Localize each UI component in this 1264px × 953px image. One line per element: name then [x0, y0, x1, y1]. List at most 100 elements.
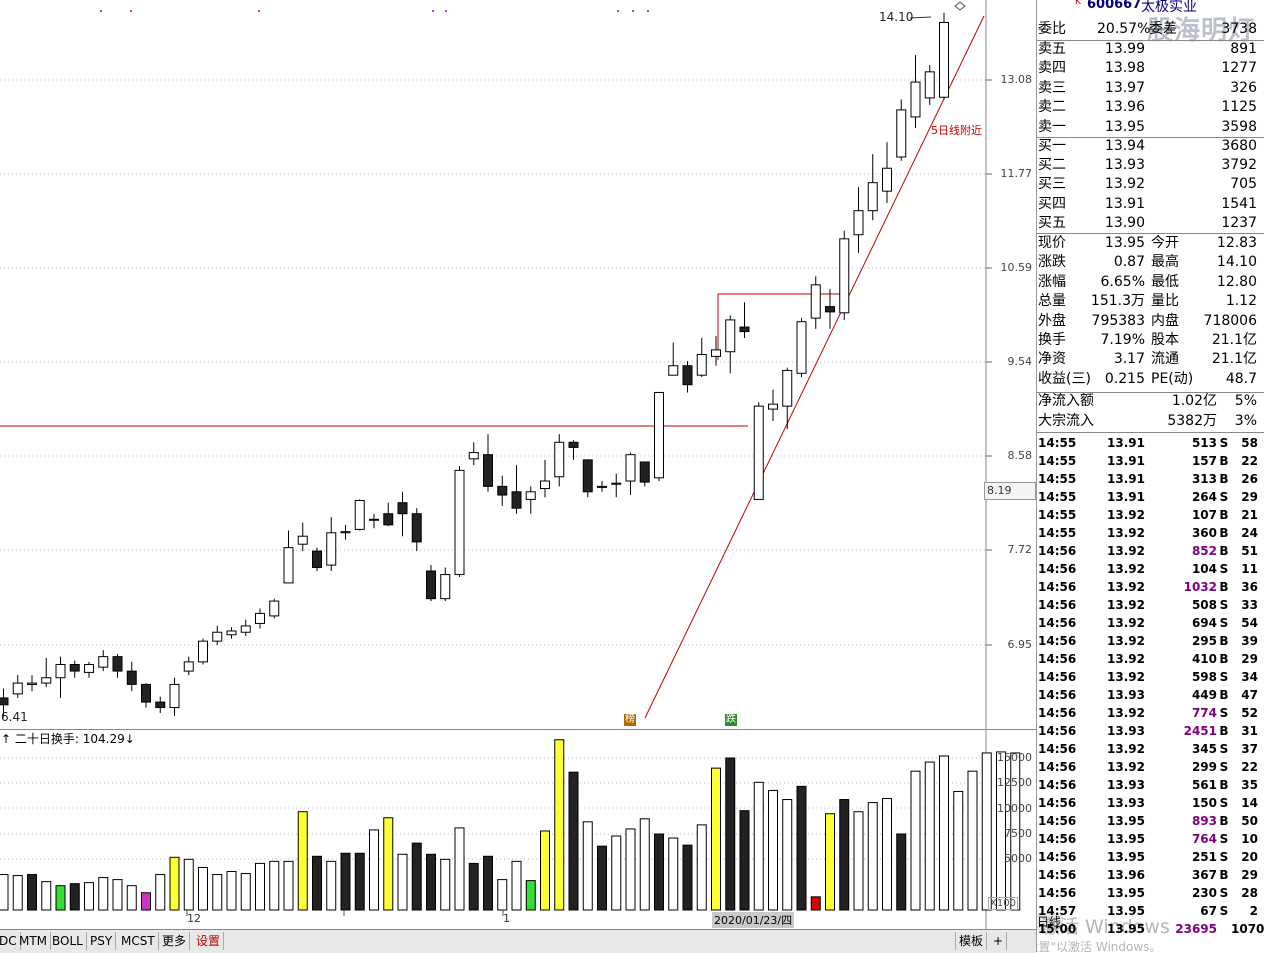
volume-bar [597, 845, 607, 911]
volume-bar [240, 873, 251, 911]
tick-row: 14:56 13.92 508 S 33 [1038, 598, 1258, 612]
volume-bar [283, 860, 294, 911]
sell-level-4: 卖四 13.98 1277 [1038, 60, 1257, 77]
volume-bar [711, 767, 721, 911]
volume-bar [568, 771, 579, 911]
candle-body [625, 454, 636, 482]
volume-bar [426, 853, 436, 911]
volume-bar [69, 883, 80, 911]
candle-body [69, 663, 80, 672]
volume-bar [896, 833, 907, 911]
tick-row: 14:55 13.91 157 B 22 [1038, 454, 1258, 468]
candle-body [511, 491, 522, 509]
volume-bar [169, 856, 180, 911]
tab-boll[interactable]: BOLL [49, 932, 87, 950]
candle-body [354, 499, 365, 530]
volume-axis-label: 10000 [997, 802, 1032, 815]
kline-chart-svg[interactable] [0, 0, 1036, 930]
stock-name[interactable]: 太极实业 [1141, 0, 1197, 15]
high-price-label: 14.10 [879, 10, 914, 24]
tab-mcst[interactable]: MCST [118, 932, 159, 950]
tick-row: 15:00 13.95 23695 1070 [1038, 922, 1264, 936]
candle-body [796, 321, 807, 374]
candle-body [782, 369, 793, 407]
candle-body [882, 167, 892, 192]
volume-bar [27, 874, 37, 911]
volume-bar [753, 781, 764, 911]
buy-level-4: 买四 13.91 1541 [1038, 195, 1257, 212]
tick-row: 14:56 13.95 764 S 10 [1038, 832, 1258, 846]
diamond-icon [954, 1, 966, 11]
add-button[interactable]: + [990, 932, 1008, 950]
volume-bar [312, 855, 322, 911]
candle-body [939, 21, 949, 98]
volume-bar [967, 770, 978, 911]
candle-body [825, 306, 835, 313]
volume-bar [796, 785, 807, 911]
volume-bar [739, 810, 750, 911]
candle-body [554, 441, 565, 478]
candle-body [269, 600, 280, 617]
flag-die-icon[interactable]: 跌 [725, 714, 737, 726]
tab-mtm[interactable]: MTM [16, 932, 52, 950]
stat-row: 收益(三) 0.215 PE(动) 48.7 [1038, 370, 1257, 387]
volume-bar [810, 896, 821, 911]
tick-row: 14:56 13.92 299 S 22 [1038, 760, 1258, 774]
stock-code: 600667 [1087, 0, 1142, 12]
flag-bang-icon[interactable]: 榜 [624, 714, 636, 726]
candle-body [84, 663, 94, 673]
volume-bar [939, 755, 949, 911]
candle-body [910, 81, 921, 118]
tab-psy[interactable]: PSY [87, 932, 117, 950]
volume-bar [141, 892, 151, 911]
flow-row: 净流入额 1.02亿 5% [1038, 393, 1257, 409]
candle-body [255, 612, 265, 624]
candle-body [297, 535, 308, 545]
volume-bar [924, 761, 935, 911]
tick-row: 14:56 13.93 2451 B 31 [1038, 724, 1258, 738]
volume-bar [582, 821, 593, 911]
tick-row: 14:56 13.92 295 B 39 [1038, 634, 1258, 648]
period-daily[interactable]: 日线 [1037, 913, 1064, 930]
candle-body [198, 640, 208, 663]
indicator-tab-bar: DC MTM BOLL PSY MCST 更多 设置 模板 + [0, 929, 1036, 953]
candle-body [525, 491, 536, 500]
high-arrow [909, 16, 932, 19]
volume-bar [397, 853, 408, 911]
volume-bar [953, 790, 964, 911]
tab-settings[interactable]: 设置 [193, 932, 225, 950]
tick-row: 14:56 13.92 104 S 11 [1038, 562, 1258, 576]
candle-body [497, 485, 508, 496]
candle-body [98, 656, 109, 668]
flow-row: 大宗流入 5382万 3% [1038, 412, 1257, 429]
price-axis-label: 11.77 [1000, 167, 1033, 180]
candle-body [540, 480, 550, 490]
quote-panel: K 600667 太极实业 股海明灯 委比 20.57% 委差 3738 日线 … [1036, 0, 1264, 952]
tab-more[interactable]: 更多 [159, 932, 191, 950]
uptrend-line [644, 15, 985, 719]
volume-bar [867, 802, 878, 911]
top-event-dot [632, 10, 634, 12]
volume-bar [454, 827, 465, 911]
candle-body [682, 365, 693, 386]
volume-bar [1010, 752, 1021, 911]
volume-bar [725, 757, 736, 911]
candle-body [155, 701, 166, 709]
candle-body [696, 354, 707, 376]
volume-axis-label: 7500 [1004, 827, 1032, 840]
price-axis-label: 6.95 [1007, 638, 1033, 651]
price-axis-label: 7.72 [1007, 543, 1033, 556]
candle-body [169, 683, 180, 709]
candle-body [853, 210, 864, 236]
stat-row: 现价 13.95 今开 12.83 [1038, 235, 1257, 251]
template-button[interactable]: 模板 [955, 932, 988, 950]
price-axis-label: 10.59 [1000, 261, 1033, 274]
tick-row: 14:56 13.92 410 B 29 [1038, 652, 1258, 666]
kline-chart-area[interactable]: 13.08 11.77 10.59 9.54 8.58 7.72 6.95 8.… [0, 0, 1036, 930]
low-price-label: 6.41 [1, 710, 28, 724]
volume-bar [639, 818, 650, 911]
tab-dc[interactable]: DC [0, 932, 21, 950]
candle-body [411, 513, 422, 543]
stock-marker: K [1075, 0, 1081, 7]
candle-body [483, 454, 493, 487]
